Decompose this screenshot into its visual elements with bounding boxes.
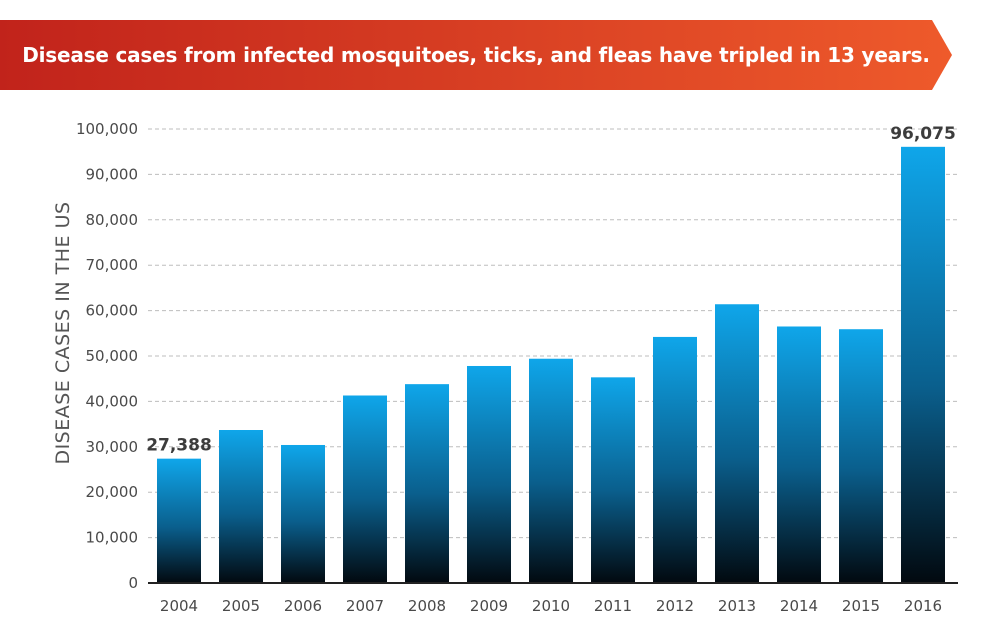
x-tick-label: 2008	[408, 597, 446, 615]
x-tick-label: 2009	[470, 597, 508, 615]
x-tick-label: 2012	[656, 597, 694, 615]
data-label-2016: 96,075	[890, 124, 956, 144]
y-tick-label: 90,000	[86, 165, 139, 183]
bar-2010	[529, 358, 573, 583]
data-labels: 27,388 96,075	[146, 124, 956, 456]
bar-2006	[281, 444, 325, 583]
y-tick-label: 30,000	[86, 438, 139, 456]
y-axis-ticks: 0 10,000 20,000 30,000 40,000 50,000 60,000 70,…	[76, 120, 138, 592]
y-tick-label: 80,000	[86, 211, 139, 229]
data-label-2004: 27,388	[146, 436, 212, 456]
bar-2012	[653, 336, 697, 583]
bar-2004	[157, 458, 201, 583]
y-tick-label: 0	[128, 574, 138, 592]
bar-2014	[777, 326, 821, 583]
bar-2016	[901, 146, 945, 583]
y-tick-label: 10,000	[86, 529, 139, 547]
y-axis-label: DISEASE CASES IN THE US	[52, 201, 74, 464]
title-banner: Disease cases from infected mosquitoes, …	[0, 20, 952, 90]
x-tick-label: 2014	[780, 597, 818, 615]
y-tick-label: 70,000	[86, 256, 139, 274]
x-tick-label: 2011	[594, 597, 632, 615]
y-tick-label: 50,000	[86, 347, 139, 365]
x-tick-label: 2006	[284, 597, 322, 615]
bar-2007	[343, 395, 387, 583]
bars	[157, 146, 945, 583]
bar-2013	[715, 304, 759, 583]
chart-title: Disease cases from infected mosquitoes, …	[22, 43, 930, 67]
bar-2009	[467, 365, 511, 583]
x-tick-label: 2015	[842, 597, 880, 615]
banner-arrow-shape	[0, 20, 952, 90]
y-tick-label: 40,000	[86, 392, 139, 410]
x-tick-label: 2007	[346, 597, 384, 615]
y-tick-label: 60,000	[86, 302, 139, 320]
bar-2011	[591, 377, 635, 583]
x-tick-label: 2005	[222, 597, 260, 615]
y-tick-label: 100,000	[76, 120, 138, 138]
x-tick-label: 2013	[718, 597, 756, 615]
bar-2015	[839, 329, 883, 583]
x-tick-label: 2004	[160, 597, 198, 615]
x-tick-label: 2010	[532, 597, 570, 615]
y-tick-label: 20,000	[86, 483, 139, 501]
x-tick-label: 2016	[904, 597, 942, 615]
bar-2005	[219, 430, 263, 583]
bar-2008	[405, 384, 449, 583]
x-axis-ticks: 2004 2005 2006 2007 2008 2009 2010 2011 2012 2013…	[160, 597, 942, 615]
